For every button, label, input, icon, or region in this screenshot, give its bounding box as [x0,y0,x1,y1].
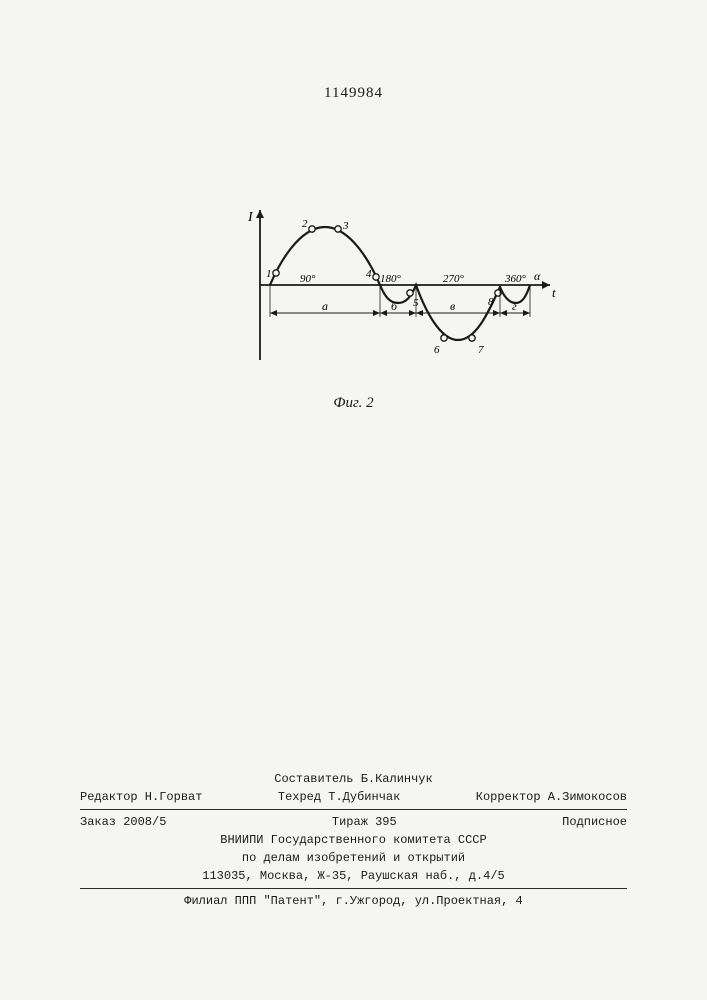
marker-label-8: 8 [488,296,494,308]
y-axis-label: I [247,210,254,225]
dim-v: в [450,299,455,313]
footer-editor: Редактор Н.Горват [80,790,202,804]
footer-subscription: Подписное [562,815,627,829]
marker-label-4: 4 [366,268,372,280]
figure-2: I t α 90° 180° 270° 360° 1 2 3 [230,205,530,405]
footer-circulation: Тираж 395 [332,815,397,829]
marker-label-7: 7 [478,344,484,356]
x-axis-arrow [542,281,550,289]
footer-address1: 113035, Москва, Ж-35, Раушская наб., д.4… [80,867,627,885]
dim-b: б [391,299,398,313]
marker-label-1: 1 [266,268,272,280]
footer-tech-editor: Техред Т.Дубинчак [278,790,400,804]
footer-compiler: Составитель Б.Калинчук [80,770,627,788]
footer-block: Составитель Б.Калинчук Редактор Н.Горват… [80,770,627,910]
waveform-chart: I t α 90° 180° 270° 360° 1 2 3 [230,205,560,375]
x-axis-label: t [552,285,556,300]
y-axis-arrow [256,210,264,218]
footer-order-row: Заказ 2008/5 Тираж 395 Подписное [80,813,627,831]
marker-label-6: 6 [434,344,440,356]
footer-branch: Филиал ППП "Патент", г.Ужгород, ул.Проек… [80,892,627,910]
dim-a: а [322,299,328,313]
footer-org2: по делам изобретений и открытий [80,849,627,867]
tick-180: 180° [380,273,402,285]
footer-credits-row: Редактор Н.Горват Техред Т.Дубинчак Корр… [80,788,627,806]
marker-label-3: 3 [342,220,349,232]
footer-corrector: Корректор А.Зимокосов [476,790,627,804]
dim-g: г [512,299,517,313]
footer-order: Заказ 2008/5 [80,815,166,829]
footer-org1: ВНИИПИ Государственного комитета СССР [80,831,627,849]
figure-caption: Фиг. 2 [0,395,707,412]
alpha-label: α [534,269,541,283]
footer-rule-1 [80,809,627,810]
marker-label-2: 2 [302,218,308,230]
document-number: 1149984 [0,85,707,102]
tick-90: 90° [300,273,316,285]
tick-360: 360° [504,273,527,285]
footer-rule-2 [80,888,627,889]
tick-270: 270° [443,273,465,285]
page: 1149984 I t α 90° 180° 270° 360° [0,0,707,1000]
